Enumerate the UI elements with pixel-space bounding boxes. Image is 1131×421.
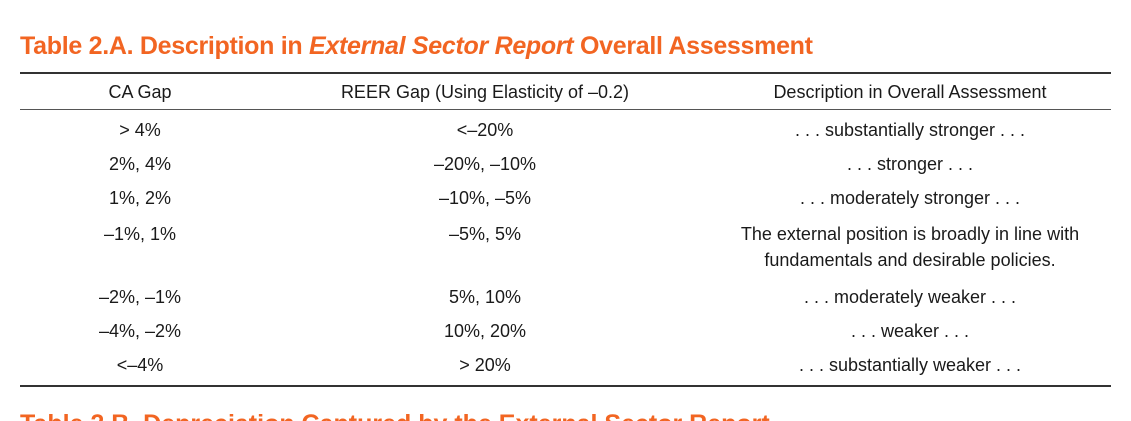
cell-description: . . . weaker . . . (850, 321, 970, 341)
cell-ca-gap: –1%, 1% (103, 224, 177, 244)
cell-ca-gap: 1%, 2% (108, 188, 172, 208)
cell-ca-gap: –4%, –2% (98, 321, 182, 341)
table-title-prefix: Table 2.A. Description in (20, 32, 310, 60)
cell-description: . . . moderately weaker . . . (803, 287, 1017, 307)
cell-reer-gap: –10%, –5% (438, 188, 532, 208)
header-description: Description in Overall Assessment (773, 82, 1047, 102)
table-title-italic: External Sector Report (309, 32, 574, 60)
cell-ca-gap: 2%, 4% (108, 154, 172, 174)
cell-reer-gap: 5%, 10% (448, 287, 522, 307)
cell-ca-gap: > 4% (119, 120, 161, 140)
cell-reer-gap: 10%, 20% (443, 321, 527, 341)
table-title-suffix: Overall Assessment (573, 32, 813, 60)
cell-description: . . . substantially stronger . . . (794, 120, 1026, 140)
table-top-rule (20, 72, 1111, 74)
table-title: Table 2.A. Description in External Secto… (20, 32, 813, 61)
cell-description: . . . moderately stronger . . . (799, 188, 1021, 208)
next-table-title: Table 2.B. Depreciation Captured by the … (20, 410, 770, 421)
header-reer-gap: REER Gap (Using Elasticity of –0.2) (340, 82, 630, 102)
cell-ca-gap: <–4% (116, 355, 164, 375)
next-table-title-clip: Table 2.B. Depreciation Captured by the … (0, 408, 1131, 421)
cell-description: . . . stronger . . . (846, 154, 974, 174)
cell-description: . . . substantially weaker . . . (798, 355, 1022, 375)
cell-reer-gap: > 20% (459, 355, 511, 375)
table-header-rule (20, 109, 1111, 110)
cell-reer-gap: <–20% (456, 120, 514, 140)
table-bottom-rule (20, 385, 1111, 387)
cell-description: The external position is broadly in line… (740, 224, 1080, 270)
cell-reer-gap: –20%, –10% (433, 154, 537, 174)
cell-reer-gap: –5%, 5% (448, 224, 522, 244)
cell-ca-gap: –2%, –1% (98, 287, 182, 307)
header-ca-gap: CA Gap (108, 82, 172, 102)
